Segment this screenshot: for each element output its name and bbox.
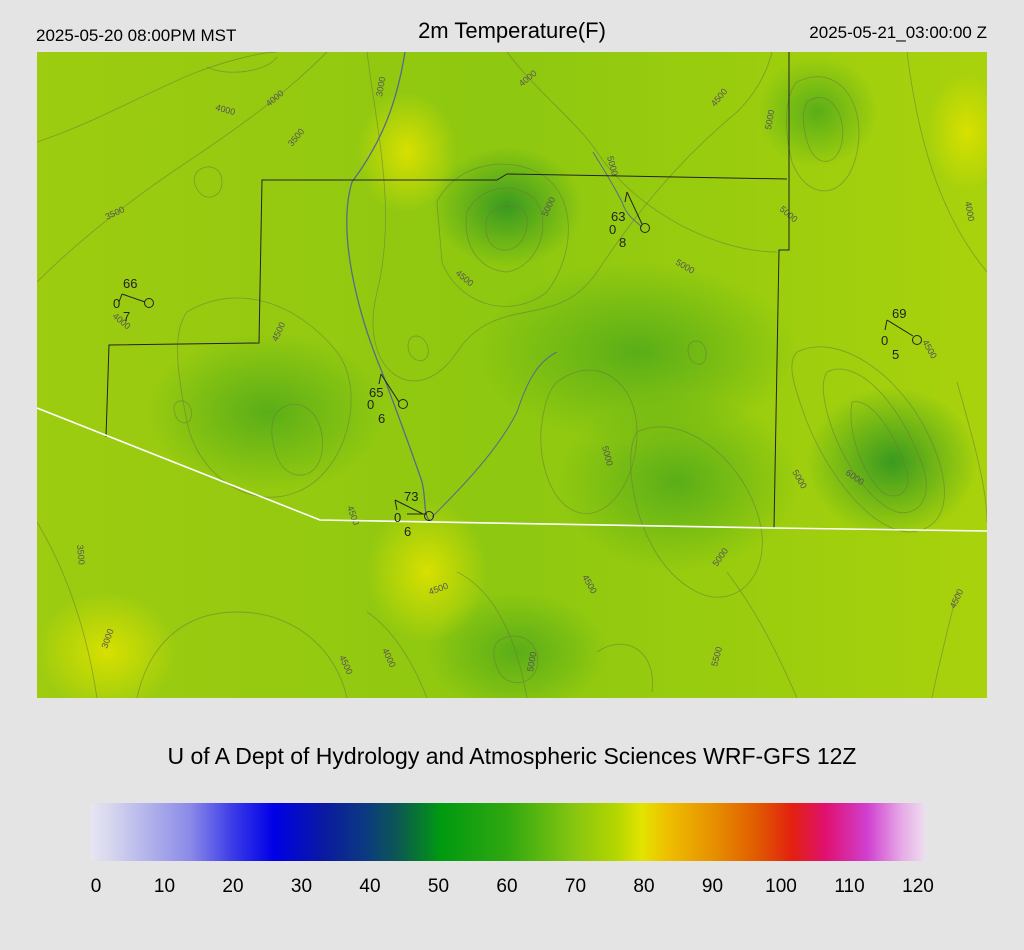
station-right-value: 6 [404,524,411,539]
station-left-value: 0 [609,222,616,237]
temperature-map: 3500 4000 4000 3500 3000 4000 4500 5000 … [37,52,987,698]
colorbar-tick-label: 20 [222,876,244,897]
colorbar-tick-label: 70 [564,876,587,897]
utc-time-label: 2025-05-21_03:00:00 Z [809,23,987,42]
river-branch [431,351,558,518]
terrain-contours [37,52,987,698]
local-time-label: 2025-05-20 08:00PM MST [36,26,237,45]
temperature-colorbar [90,803,926,861]
colorbar-tick-label: 100 [765,876,797,897]
station-temp: 73 [404,489,418,504]
station-right-value: 8 [619,235,626,250]
station-left-value: 0 [881,333,888,348]
station-temp: 65 [369,385,383,400]
station-plot-2[interactable]: 63 0 8 [609,191,650,250]
station-plot-4[interactable]: 65 0 6 [367,373,408,426]
contour-label: 3500 [75,544,87,565]
colorbar-tick-label: 60 [496,876,518,897]
colorbar-tick-label: 80 [633,876,655,897]
colorbar-tick-label: 120 [902,876,934,897]
river-north-branch [592,151,643,228]
station-temp: 66 [123,276,137,291]
station-right-value: 6 [378,411,385,426]
station-plot-1[interactable]: 66 0 7 [113,276,154,324]
colorbar-gradient [90,803,926,861]
station-temp: 63 [611,209,625,224]
station-plot-3[interactable]: 69 0 5 [881,306,922,362]
contour-label: 3000 [374,76,387,97]
colorbar-tick-label: 110 [834,876,865,897]
station-plot-5[interactable]: 73 0 6 [394,489,434,539]
county-borders [105,52,790,529]
station-left-value: 0 [113,296,120,311]
station-left-value: 0 [367,397,374,412]
station-right-value: 7 [123,309,130,324]
border-line [37,407,987,532]
colorbar-tick-label: 50 [427,876,450,897]
station-temp: 69 [892,306,906,321]
colorbar-tick-label: 40 [359,876,381,897]
contour-label: 4000 [963,201,976,222]
colorbar-tick-label: 0 [90,876,102,897]
station-left-value: 0 [394,510,401,525]
colorbar-tick-label: 30 [290,876,313,897]
river [346,52,433,523]
map-title: 2m Temperature(F) [418,18,606,43]
credit-line: U of A Dept of Hydrology and Atmospheric… [167,743,857,769]
contour-label: 5000 [763,109,776,130]
contour-label: 5000 [525,651,538,672]
colorbar-tick-label: 90 [701,876,724,897]
colorbar-tick-label: 10 [153,876,176,897]
station-right-value: 5 [892,347,899,362]
